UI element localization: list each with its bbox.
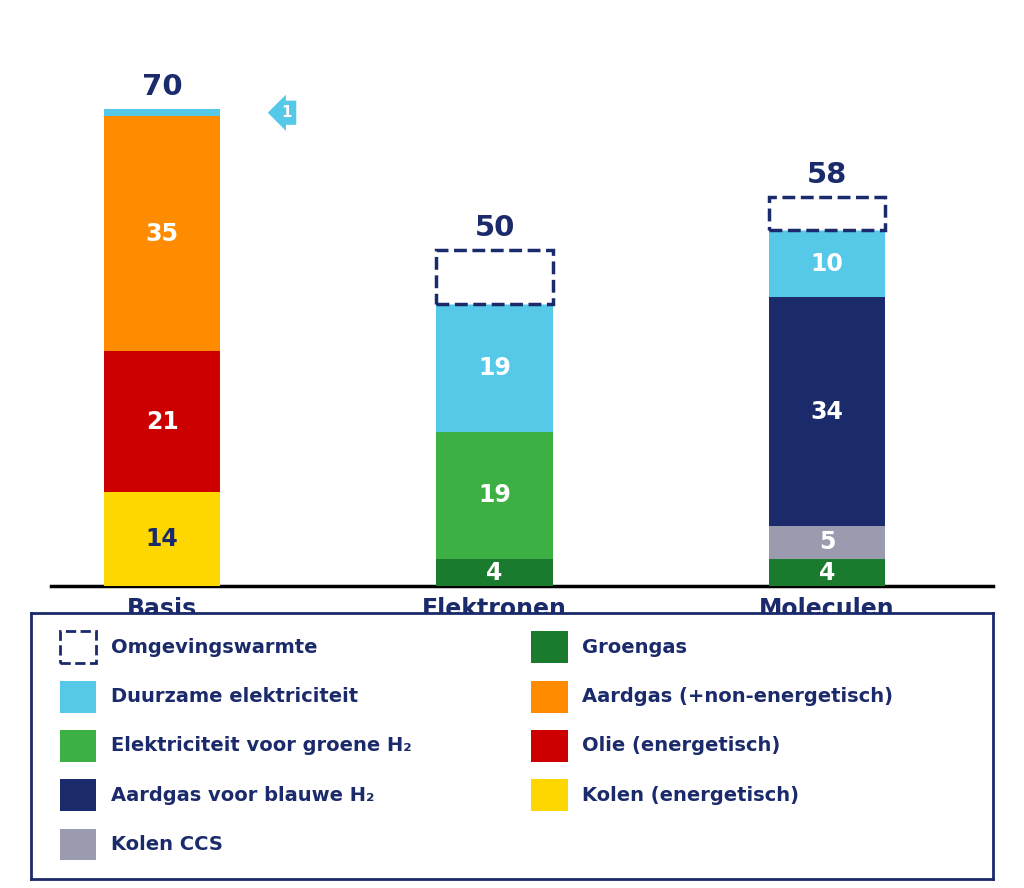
Bar: [769, 559, 885, 586]
Bar: [59, 681, 96, 712]
Bar: [436, 250, 553, 304]
Text: Aardgas voor blauwe H₂: Aardgas voor blauwe H₂: [111, 786, 374, 805]
Text: Aardgas (+non-energetisch): Aardgas (+non-energetisch): [583, 687, 893, 706]
Text: 5: 5: [819, 202, 836, 226]
Text: 4: 4: [486, 560, 503, 584]
Bar: [59, 730, 96, 762]
Text: Olie (energetisch): Olie (energetisch): [583, 736, 780, 756]
Bar: [769, 297, 885, 526]
Bar: [531, 681, 568, 712]
Text: 10: 10: [811, 252, 844, 276]
Bar: [103, 116, 220, 351]
Bar: [531, 730, 568, 762]
Bar: [531, 631, 568, 663]
Text: Groengas: Groengas: [583, 638, 687, 657]
Text: 34: 34: [811, 400, 844, 424]
Bar: [103, 492, 220, 586]
Text: 21: 21: [145, 409, 178, 433]
Text: 8: 8: [486, 266, 503, 289]
Bar: [103, 351, 220, 492]
Bar: [436, 432, 553, 559]
Text: Omgevingswarmte: Omgevingswarmte: [111, 638, 317, 657]
Text: 14: 14: [145, 527, 178, 551]
Text: Kolen CCS: Kolen CCS: [111, 835, 222, 854]
Bar: [769, 196, 885, 230]
Text: 19: 19: [478, 356, 511, 380]
Bar: [59, 780, 96, 812]
Bar: [531, 780, 568, 812]
Text: 1: 1: [282, 106, 292, 120]
Text: 70: 70: [141, 74, 182, 101]
Text: Kolen (energetisch): Kolen (energetisch): [583, 786, 800, 805]
Text: 19: 19: [478, 483, 511, 507]
Bar: [59, 631, 96, 663]
Text: 5: 5: [819, 530, 836, 554]
Bar: [436, 250, 553, 304]
Bar: [769, 230, 885, 297]
Bar: [436, 559, 553, 586]
Bar: [103, 109, 220, 116]
Bar: [436, 304, 553, 432]
Text: 58: 58: [807, 161, 847, 188]
Text: Elektriciteit voor groene H₂: Elektriciteit voor groene H₂: [111, 736, 412, 756]
Text: 35: 35: [145, 222, 178, 246]
Text: 50: 50: [474, 214, 515, 242]
Bar: [769, 196, 885, 230]
Text: Duurzame elektriciteit: Duurzame elektriciteit: [111, 687, 357, 706]
Text: 4: 4: [819, 560, 836, 584]
Bar: [769, 526, 885, 559]
Bar: [59, 829, 96, 860]
